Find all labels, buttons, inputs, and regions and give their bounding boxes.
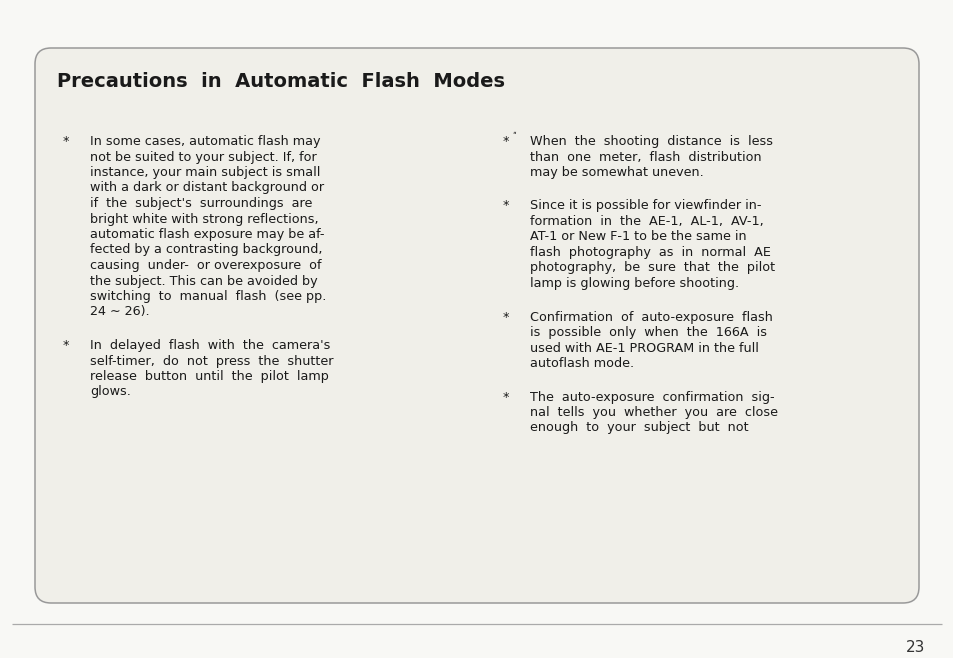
Text: the subject. This can be avoided by: the subject. This can be avoided by — [90, 274, 317, 288]
Text: Confirmation  of  auto-exposure  flash: Confirmation of auto-exposure flash — [530, 311, 772, 324]
Text: than  one  meter,  flash  distribution: than one meter, flash distribution — [530, 151, 760, 163]
Text: lamp is glowing before shooting.: lamp is glowing before shooting. — [530, 277, 739, 290]
Text: Since it is possible for viewfinder in-: Since it is possible for viewfinder in- — [530, 199, 760, 213]
Text: photography,  be  sure  that  the  pilot: photography, be sure that the pilot — [530, 261, 774, 274]
Text: 23: 23 — [905, 640, 924, 655]
Text: 24 ∼ 26).: 24 ∼ 26). — [90, 305, 150, 318]
Text: *: * — [502, 135, 509, 148]
Text: self-timer,  do  not  press  the  shutter: self-timer, do not press the shutter — [90, 355, 334, 368]
Text: automatic flash exposure may be af-: automatic flash exposure may be af- — [90, 228, 324, 241]
Text: not be suited to your subject. If, for: not be suited to your subject. If, for — [90, 151, 316, 163]
Text: flash  photography  as  in  normal  AE: flash photography as in normal AE — [530, 246, 770, 259]
Text: *: * — [502, 199, 509, 213]
Text: if  the  subject's  surroundings  are: if the subject's surroundings are — [90, 197, 312, 210]
Text: fected by a contrasting background,: fected by a contrasting background, — [90, 243, 322, 257]
Text: glows.: glows. — [90, 386, 131, 399]
Text: may be somewhat uneven.: may be somewhat uneven. — [530, 166, 703, 179]
Text: In  delayed  flash  with  the  camera's: In delayed flash with the camera's — [90, 339, 330, 352]
Text: release  button  until  the  pilot  lamp: release button until the pilot lamp — [90, 370, 329, 383]
Text: used with AE-1 PROGRAM in the full: used with AE-1 PROGRAM in the full — [530, 342, 758, 355]
Text: Precautions  in  Automatic  Flash  Modes: Precautions in Automatic Flash Modes — [57, 72, 504, 91]
Text: causing  under-  or overexposure  of: causing under- or overexposure of — [90, 259, 321, 272]
Text: *: * — [502, 311, 509, 324]
Text: nal  tells  you  whether  you  are  close: nal tells you whether you are close — [530, 406, 778, 419]
Text: In some cases, automatic flash may: In some cases, automatic flash may — [90, 135, 320, 148]
Text: formation  in  the  AE-1,  AL-1,  AV-1,: formation in the AE-1, AL-1, AV-1, — [530, 215, 763, 228]
Text: with a dark or distant background or: with a dark or distant background or — [90, 182, 324, 195]
Text: enough  to  your  subject  but  not: enough to your subject but not — [530, 422, 748, 434]
FancyBboxPatch shape — [35, 48, 918, 603]
Text: is  possible  only  when  the  166A  is: is possible only when the 166A is — [530, 326, 766, 339]
Text: The  auto-exposure  confirmation  sig-: The auto-exposure confirmation sig- — [530, 390, 774, 403]
Text: *: * — [63, 135, 70, 148]
Text: switching  to  manual  flash  (see pp.: switching to manual flash (see pp. — [90, 290, 326, 303]
Text: AT-1 or New F-1 to be the same in: AT-1 or New F-1 to be the same in — [530, 230, 746, 243]
Text: *: * — [63, 339, 70, 352]
Text: When  the  shooting  distance  is  less: When the shooting distance is less — [530, 135, 772, 148]
Text: instance, your main subject is small: instance, your main subject is small — [90, 166, 320, 179]
Text: bright white with strong reflections,: bright white with strong reflections, — [90, 213, 318, 226]
Text: autoflash mode.: autoflash mode. — [530, 357, 634, 370]
Text: ʹʹ: ʹʹ — [512, 132, 517, 141]
Text: *: * — [502, 390, 509, 403]
